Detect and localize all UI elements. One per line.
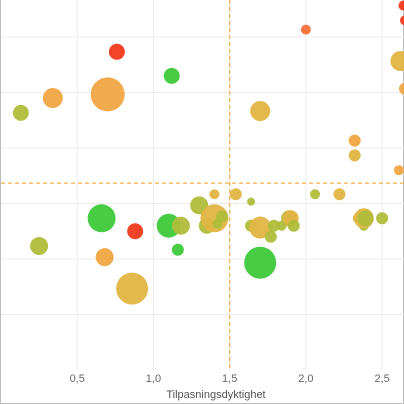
data-point-6[interactable] xyxy=(398,0,404,11)
data-point-0[interactable] xyxy=(12,104,29,121)
data-point-15[interactable] xyxy=(87,204,116,233)
x-tick-label-3: 2,0 xyxy=(298,373,313,385)
data-point-32[interactable] xyxy=(244,246,277,279)
data-point-24[interactable] xyxy=(209,189,220,200)
x-tick-label-4: 2,5 xyxy=(374,373,389,385)
data-point-4[interactable] xyxy=(163,67,180,84)
data-point-18[interactable] xyxy=(116,272,149,305)
data-point-21[interactable] xyxy=(171,243,184,256)
data-point-1[interactable] xyxy=(42,88,63,109)
data-point-27[interactable] xyxy=(216,210,229,223)
data-points xyxy=(12,0,404,305)
data-point-34[interactable] xyxy=(267,219,280,232)
data-point-31[interactable] xyxy=(249,216,272,239)
x-axis-ticks: 0,5 1,0 1,5 2,0 2,5 xyxy=(70,373,390,385)
data-point-2[interactable] xyxy=(90,77,125,112)
data-point-7[interactable] xyxy=(400,15,404,26)
x-tick-label-0: 0,5 xyxy=(70,373,85,385)
data-point-12[interactable] xyxy=(348,149,361,162)
data-point-10[interactable] xyxy=(250,101,271,121)
data-point-29[interactable] xyxy=(247,197,256,206)
data-point-38[interactable] xyxy=(287,219,300,232)
data-point-20[interactable] xyxy=(171,216,190,235)
data-point-13[interactable] xyxy=(393,165,404,176)
data-point-8[interactable] xyxy=(390,51,404,72)
data-point-44[interactable] xyxy=(357,210,374,227)
data-point-40[interactable] xyxy=(333,188,346,201)
data-point-45[interactable] xyxy=(376,212,389,225)
data-point-5[interactable] xyxy=(300,24,311,35)
data-point-39[interactable] xyxy=(310,189,321,200)
data-point-16[interactable] xyxy=(95,248,114,267)
data-point-14[interactable] xyxy=(30,237,49,256)
x-axis-title: Tilpasningsdyktighet xyxy=(166,389,265,401)
data-point-9[interactable] xyxy=(399,82,404,95)
gridlines xyxy=(1,0,404,370)
data-point-28[interactable] xyxy=(229,188,242,201)
data-point-3[interactable] xyxy=(108,43,125,60)
x-tick-label-1: 1,0 xyxy=(146,373,161,385)
data-point-17[interactable] xyxy=(127,223,144,240)
reference-lines xyxy=(1,0,404,370)
data-point-11[interactable] xyxy=(348,134,361,147)
data-point-33[interactable] xyxy=(264,230,277,243)
x-tick-label-2: 1,5 xyxy=(222,373,237,385)
